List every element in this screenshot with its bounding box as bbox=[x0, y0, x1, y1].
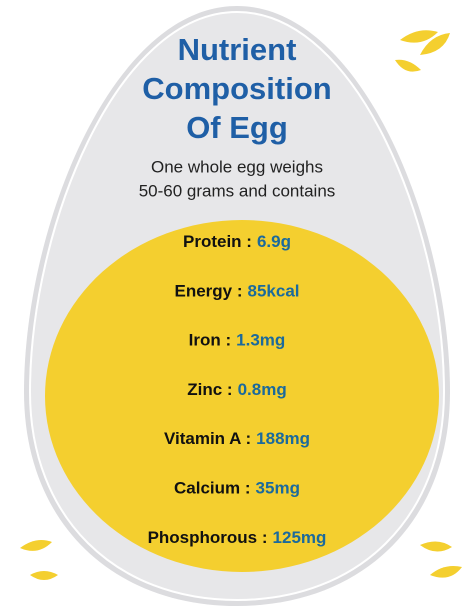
nutrient-value: 85kcal bbox=[248, 282, 300, 301]
nutrient-value: 1.3mg bbox=[236, 331, 285, 350]
nutrient-label: Vitamin A : bbox=[164, 430, 251, 449]
nutrient-value: 35mg bbox=[256, 479, 300, 498]
title: Of Egg bbox=[186, 110, 288, 145]
nutrient-label: Energy : bbox=[174, 282, 242, 301]
nutrient-row: Zinc : 0.8mg bbox=[187, 380, 286, 399]
nutrient-label: Calcium : bbox=[174, 479, 251, 498]
nutrient-row: Energy : 85kcal bbox=[174, 282, 299, 301]
nutrient-label: Iron : bbox=[189, 331, 232, 350]
subtitle: 50-60 grams and contains bbox=[139, 181, 336, 200]
nutrient-label: Protein : bbox=[183, 232, 252, 251]
title: Nutrient bbox=[178, 32, 297, 67]
nutrient-row: Calcium : 35mg bbox=[174, 479, 300, 498]
nutrient-row: Protein : 6.9g bbox=[183, 232, 291, 251]
text-layer: Nutrient Composition Of Egg One whole egg w… bbox=[139, 32, 336, 547]
yolk bbox=[45, 220, 439, 572]
subtitle: One whole egg weighs bbox=[151, 157, 323, 176]
nutrient-value: 125mg bbox=[273, 528, 327, 547]
title: Composition bbox=[142, 71, 331, 106]
nutrient-value: 6.9g bbox=[257, 232, 291, 251]
leaf-decoration bbox=[20, 30, 462, 580]
nutrient-label: Phosphorous : bbox=[148, 528, 268, 547]
nutrient-label: Zinc : bbox=[187, 380, 232, 399]
nutrient-row: Vitamin A : 188mg bbox=[164, 430, 310, 449]
nutrient-value: 188mg bbox=[256, 430, 310, 449]
nutrient-value: 0.8mg bbox=[238, 380, 287, 399]
nutrient-row: Phosphorous : 125mg bbox=[148, 528, 327, 547]
nutrient-row: Iron :1.3mg bbox=[189, 331, 286, 350]
